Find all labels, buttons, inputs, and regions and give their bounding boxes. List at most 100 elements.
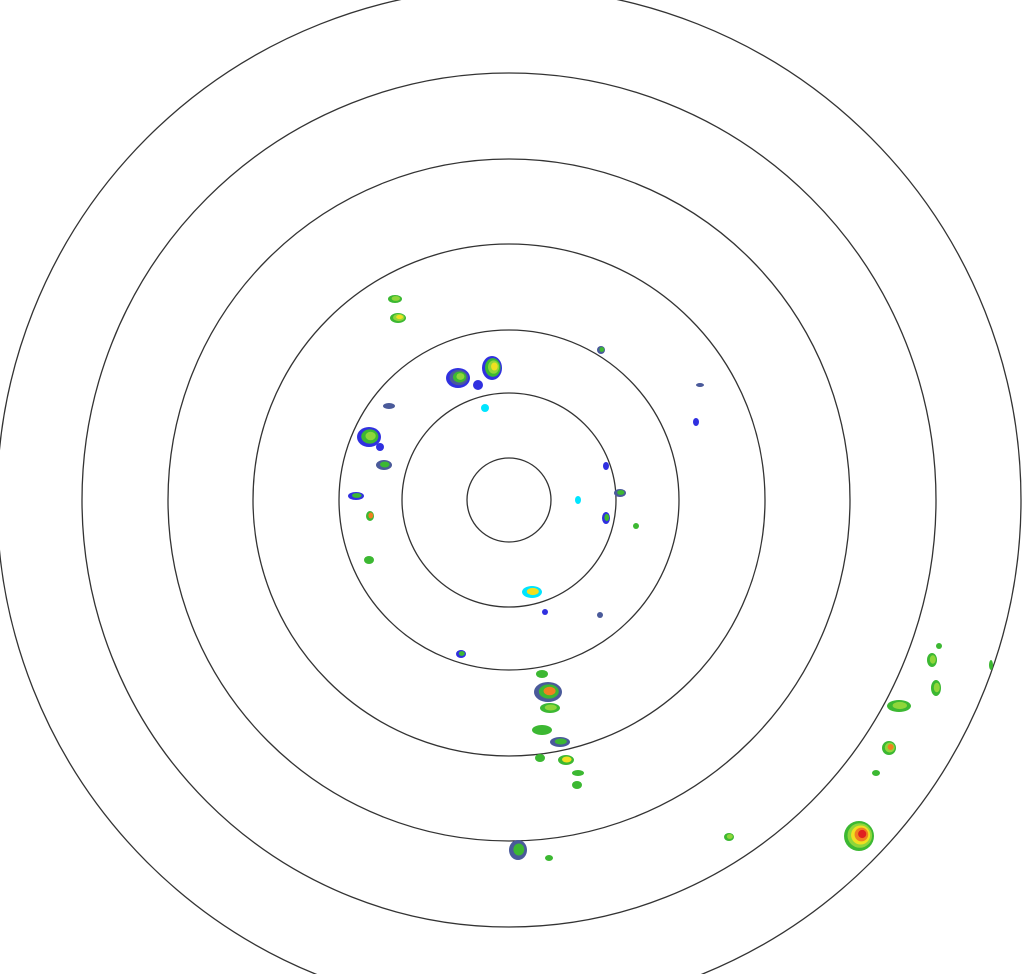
- echo-light: [473, 380, 483, 390]
- echo-cell: [482, 356, 502, 380]
- echo-cell: [535, 754, 545, 762]
- echo-yellow: [491, 362, 498, 371]
- echo-grey-blue: [383, 403, 395, 409]
- echo-cell: [348, 492, 364, 500]
- echo-light: [376, 443, 384, 451]
- echo-light-green: [365, 431, 376, 441]
- range-ring-2: [401, 392, 617, 608]
- echo-cell: [887, 700, 911, 712]
- echo-cyan: [575, 496, 581, 504]
- echo-green: [633, 523, 639, 529]
- echo-cell: [545, 855, 553, 861]
- echo-green: [545, 855, 553, 861]
- echo-cell: [603, 462, 609, 470]
- echo-green: [554, 738, 567, 745]
- echo-green: [352, 493, 362, 498]
- echo-cell: [383, 403, 395, 409]
- echo-orange: [887, 744, 894, 750]
- echo-cell: [572, 770, 584, 776]
- echo-green: [380, 461, 390, 468]
- range-ring-5: [167, 158, 851, 842]
- range-ring-4: [252, 243, 766, 757]
- echo-red: [858, 829, 867, 839]
- echo-green: [364, 556, 374, 564]
- echo-yellow: [396, 314, 404, 320]
- echo-green: [535, 754, 545, 762]
- echo-light-green: [456, 373, 465, 380]
- echo-green: [872, 770, 880, 776]
- echo-yellow: [526, 587, 539, 596]
- echo-light-green: [892, 701, 907, 710]
- echo-green: [617, 490, 625, 495]
- echo-cell: [572, 781, 582, 789]
- echo-cell: [936, 643, 942, 649]
- echo-cell: [473, 380, 483, 390]
- echo-cell: [597, 612, 603, 618]
- echo-cell: [376, 443, 384, 451]
- range-ring-6: [81, 72, 937, 928]
- echo-cell: [844, 821, 874, 851]
- echo-cell: [536, 670, 548, 678]
- echo-cell: [446, 368, 470, 388]
- echo-green: [572, 770, 584, 776]
- precipitation-echoes: [348, 295, 993, 861]
- echo-cell: [882, 741, 896, 755]
- echo-cell: [927, 653, 937, 667]
- echo-cell: [724, 833, 734, 841]
- echo-green: [572, 781, 582, 789]
- echo-cell: [540, 703, 560, 713]
- echo-cell: [575, 496, 581, 504]
- echo-light-green: [391, 296, 400, 301]
- echo-cell: [364, 556, 374, 564]
- echo-light: [603, 462, 609, 470]
- echo-light-green: [933, 682, 940, 693]
- echo-orange: [368, 512, 374, 519]
- echo-green: [604, 513, 610, 522]
- echo-cell: [614, 489, 626, 497]
- echo-cell: [602, 512, 610, 524]
- range-ring-3: [338, 329, 680, 671]
- echo-light-green: [726, 834, 733, 839]
- echo-cell: [522, 586, 542, 598]
- echo-green: [599, 347, 605, 352]
- echo-orange: [543, 686, 556, 696]
- echo-green: [458, 651, 465, 656]
- echo-cell: [481, 404, 489, 412]
- echo-cell: [532, 725, 552, 735]
- echo-light-green: [929, 655, 936, 664]
- echo-green: [989, 660, 993, 670]
- echo-cell: [357, 427, 381, 447]
- echo-cell: [366, 511, 374, 521]
- echo-cyan: [481, 404, 489, 412]
- echo-yellow: [562, 756, 572, 763]
- echo-light: [542, 609, 548, 615]
- echo-grey-blue: [696, 383, 704, 387]
- echo-light-green: [544, 704, 557, 711]
- echo-grey-blue: [597, 612, 603, 618]
- echo-cell: [931, 680, 941, 696]
- echo-green: [536, 670, 548, 678]
- echo-cell: [456, 650, 466, 658]
- echo-green: [532, 725, 552, 735]
- echo-green: [936, 643, 942, 649]
- echo-cell: [558, 755, 574, 765]
- echo-cell: [390, 313, 406, 323]
- echo-light: [693, 418, 699, 426]
- echo-cell: [550, 737, 570, 747]
- echo-cell: [989, 660, 993, 670]
- echo-cell: [597, 346, 605, 354]
- echo-cell: [693, 418, 699, 426]
- echo-cell: [696, 383, 704, 387]
- range-ring-1: [466, 457, 552, 543]
- echo-cell: [376, 460, 392, 470]
- echo-cell: [534, 682, 562, 702]
- echo-cell: [388, 295, 402, 303]
- echo-green: [513, 843, 525, 856]
- echo-cell: [872, 770, 880, 776]
- echo-cell: [542, 609, 548, 615]
- echo-cell: [633, 523, 639, 529]
- echo-cell: [509, 840, 527, 860]
